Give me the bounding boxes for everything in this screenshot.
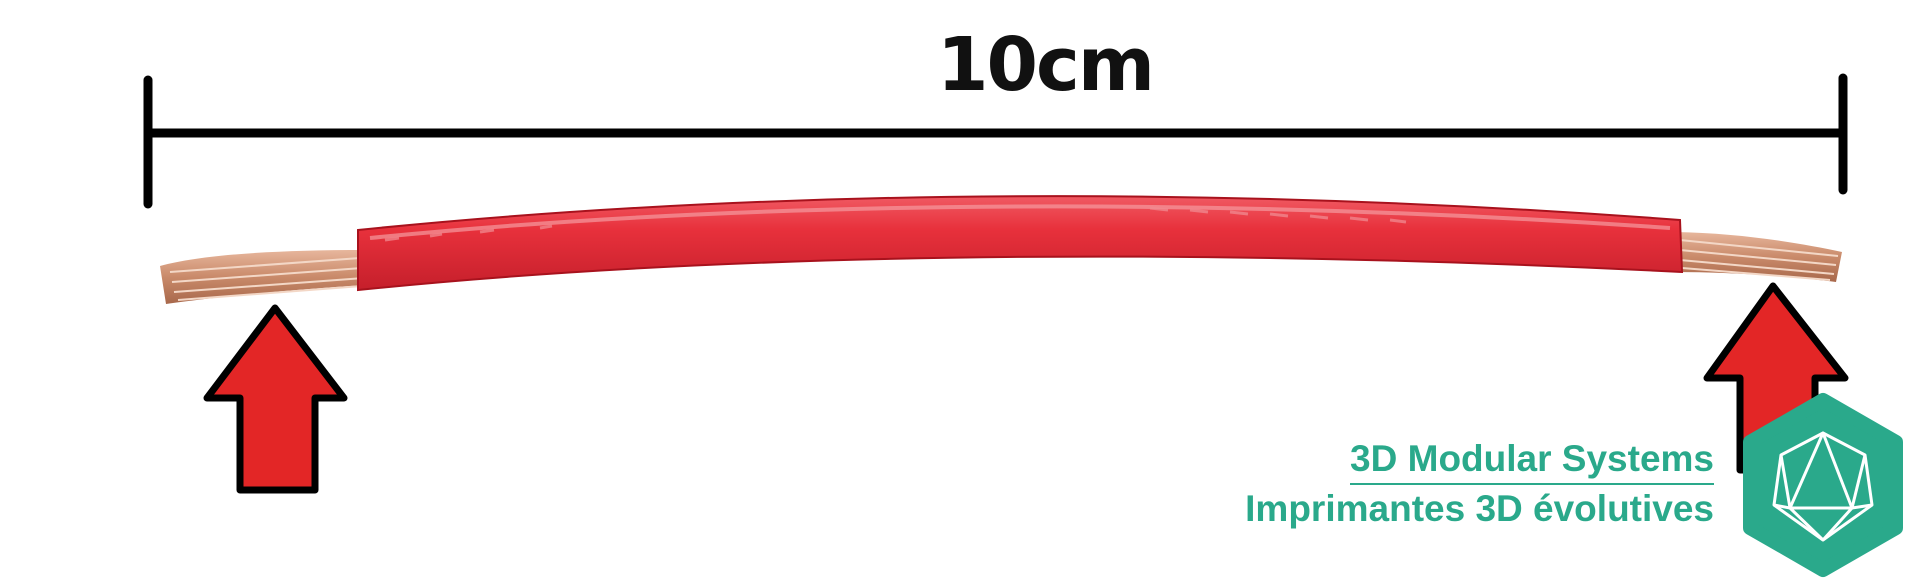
measurement-label: 10cm (937, 22, 1155, 108)
logo-icon (1743, 393, 1903, 577)
brand-name: 3D Modular Systems (1350, 437, 1714, 485)
wire-highlight (369, 204, 1671, 240)
right-copper-strands (1672, 232, 1842, 282)
brand-tagline: Imprimantes 3D évolutives (1245, 488, 1714, 529)
left-copper-strands (160, 250, 368, 304)
brand-block: 3D Modular Systems Imprimantes 3D évolut… (1245, 437, 1714, 533)
wire-print-marks (384, 206, 1407, 242)
left-up-arrow-icon (203, 304, 348, 494)
red-wire (357, 195, 1684, 292)
dimension-line (143, 73, 1848, 209)
